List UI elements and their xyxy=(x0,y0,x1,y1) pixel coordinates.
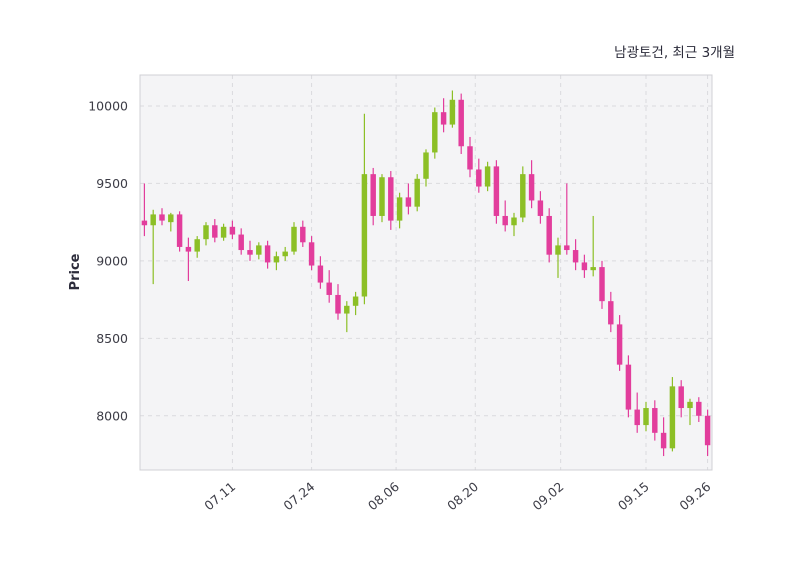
candle-body-up xyxy=(352,296,359,306)
candle-body-up xyxy=(423,152,429,179)
candle-body-down xyxy=(599,267,605,302)
x-tick-label: 08.06 xyxy=(365,479,402,514)
candle-body-up xyxy=(555,245,561,255)
candle-body-up xyxy=(203,225,209,240)
candle-body-up xyxy=(449,99,456,125)
y-axis-title: Price xyxy=(68,253,83,290)
candle-body-up xyxy=(432,112,438,153)
candle-body-down xyxy=(458,99,464,147)
candle-body-down xyxy=(704,415,711,446)
candle-body-down xyxy=(528,174,535,201)
plot-border xyxy=(139,74,713,471)
candle-body-down xyxy=(247,250,253,255)
x-tick-label: 07.11 xyxy=(201,479,238,514)
candle-body-down xyxy=(467,146,473,170)
candle-body-down xyxy=(581,262,588,271)
candle-body-down xyxy=(335,294,341,314)
x-tick-label: 08.20 xyxy=(444,479,481,514)
candle-body-down xyxy=(440,112,447,125)
candle-body-down xyxy=(608,301,614,325)
candle-body-down xyxy=(405,197,412,207)
y-tick-label: 9500 xyxy=(96,176,128,191)
y-tick-label: 10000 xyxy=(88,98,128,113)
x-tick-label: 07.24 xyxy=(280,479,317,514)
candle-body-down xyxy=(634,409,640,426)
candle-body-down xyxy=(696,401,702,416)
candle-body-down xyxy=(317,265,324,283)
x-tick-label: 09.02 xyxy=(530,479,567,514)
candle-body-down xyxy=(546,215,552,255)
candle-body-down xyxy=(326,282,332,295)
candle-body-up xyxy=(590,267,596,271)
candle-body-up xyxy=(282,251,288,257)
plot-background xyxy=(140,75,712,470)
candle-body-down xyxy=(476,169,482,187)
candle-body-up xyxy=(396,197,403,221)
candle-body-up xyxy=(168,214,174,223)
candle-body-up xyxy=(379,177,385,216)
chart-title: 남광토건, 최근 3개월 xyxy=(614,45,735,61)
candle-body-down xyxy=(185,246,192,252)
candle-body-down xyxy=(572,250,579,263)
candle-body-down xyxy=(159,214,165,221)
candle-body-down xyxy=(678,386,684,409)
y-tick-label: 9000 xyxy=(96,253,128,268)
candle-body-down xyxy=(625,364,632,410)
candle-body-up xyxy=(520,174,526,218)
candle-body-down xyxy=(652,408,658,433)
candle-body-down xyxy=(388,177,394,221)
candle-body-up xyxy=(291,226,297,252)
candle-body-up xyxy=(643,408,649,426)
candle-body-up xyxy=(273,256,280,263)
candle-body-up xyxy=(150,214,156,226)
candle-body-up xyxy=(361,174,368,297)
candle-body-down xyxy=(264,245,271,263)
candle-body-down xyxy=(493,166,500,216)
candle-body-down xyxy=(308,242,315,266)
candle-body-down xyxy=(537,200,544,216)
candle-body-up xyxy=(687,401,693,409)
candle-body-up xyxy=(484,166,491,187)
candle-body-down xyxy=(212,225,218,238)
candle-body-down xyxy=(616,324,623,365)
candle-body-up xyxy=(511,217,517,226)
candle-body-up xyxy=(220,226,227,238)
candle-body-down xyxy=(176,214,183,247)
candle-body-down xyxy=(502,215,508,226)
candle-body-up xyxy=(256,245,262,255)
candle-body-down xyxy=(660,432,667,449)
candle-body-down xyxy=(564,245,570,251)
candle-body-up xyxy=(344,305,350,314)
candle-body-down xyxy=(229,226,236,235)
y-tick-label: 8000 xyxy=(96,408,128,423)
candle-body-up xyxy=(194,239,200,252)
x-tick-label: 09.15 xyxy=(615,479,652,514)
y-tick-label: 8500 xyxy=(96,331,128,346)
candle-body-down xyxy=(300,226,306,243)
x-tick-label: 09.26 xyxy=(676,479,713,514)
candle-body-down xyxy=(141,220,148,226)
candle-body-down xyxy=(238,234,244,251)
plot-area: 8000 8500 9000 9500 10000 07.11 07.24 08.06 08.2… xyxy=(88,74,714,514)
candle-body-up xyxy=(669,386,676,449)
candle-body-down xyxy=(370,174,376,216)
candle-body-up xyxy=(414,178,420,207)
